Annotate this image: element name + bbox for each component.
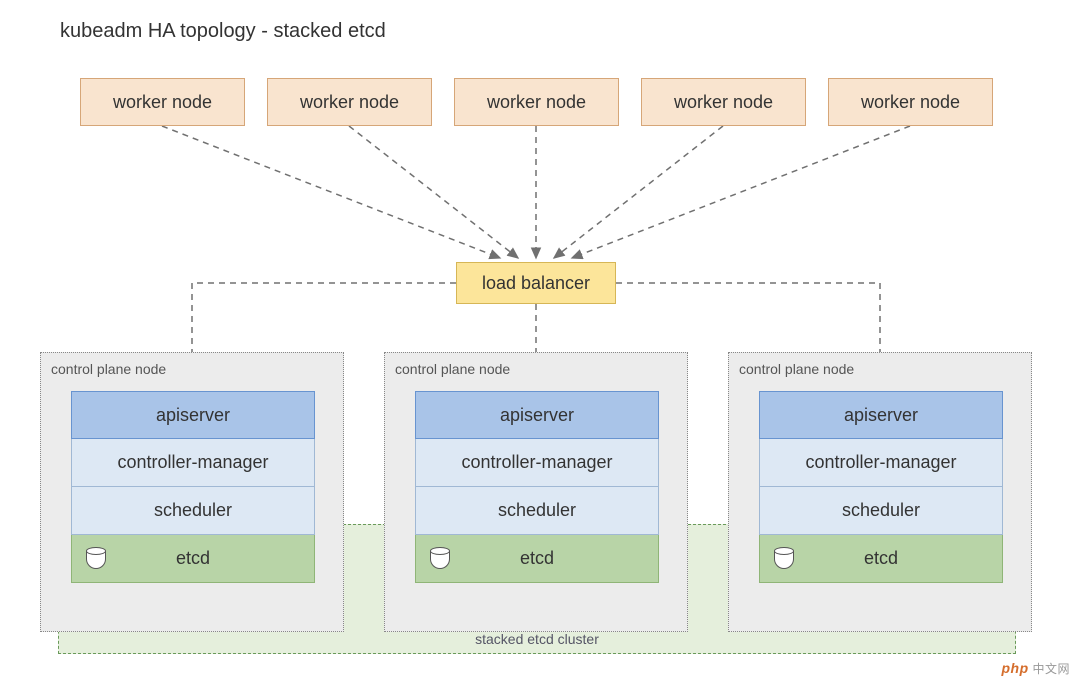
etcd-box: etcd	[71, 535, 315, 583]
worker-node: worker node	[80, 78, 245, 126]
etcd-box: etcd	[759, 535, 1003, 583]
etcd-cluster-label: stacked etcd cluster	[475, 631, 599, 647]
scheduler-box: scheduler	[759, 487, 1003, 535]
apiserver-label: apiserver	[156, 405, 230, 426]
cp-stack: apiserver controller-manager scheduler e…	[759, 391, 1003, 583]
controller-manager-box: controller-manager	[71, 439, 315, 487]
database-icon	[774, 547, 794, 571]
cp-stack: apiserver controller-manager scheduler e…	[415, 391, 659, 583]
worker-label: worker node	[113, 92, 212, 113]
cp-label: control plane node	[395, 361, 510, 377]
worker-label: worker node	[300, 92, 399, 113]
watermark-text: 中文网	[1032, 662, 1070, 676]
etcd-label: etcd	[864, 548, 898, 569]
scheduler-label: scheduler	[154, 500, 232, 521]
apiserver-box: apiserver	[71, 391, 315, 439]
database-icon	[430, 547, 450, 571]
worker-node: worker node	[828, 78, 993, 126]
control-plane-node: control plane node apiserver controller-…	[40, 352, 344, 632]
worker-node: worker node	[454, 78, 619, 126]
cp-label: control plane node	[51, 361, 166, 377]
apiserver-box: apiserver	[759, 391, 1003, 439]
load-balancer: load balancer	[456, 262, 616, 304]
scheduler-box: scheduler	[415, 487, 659, 535]
worker-node: worker node	[641, 78, 806, 126]
etcd-box: etcd	[415, 535, 659, 583]
apiserver-box: apiserver	[415, 391, 659, 439]
controller-manager-box: controller-manager	[415, 439, 659, 487]
controller-manager-box: controller-manager	[759, 439, 1003, 487]
control-plane-node: control plane node apiserver controller-…	[384, 352, 688, 632]
worker-label: worker node	[487, 92, 586, 113]
cp-stack: apiserver controller-manager scheduler e…	[71, 391, 315, 583]
controller-manager-label: controller-manager	[461, 452, 612, 473]
cp-label: control plane node	[739, 361, 854, 377]
etcd-label: etcd	[176, 548, 210, 569]
worker-label: worker node	[861, 92, 960, 113]
scheduler-box: scheduler	[71, 487, 315, 535]
controller-manager-label: controller-manager	[117, 452, 268, 473]
watermark-brand: php	[1001, 660, 1028, 676]
apiserver-label: apiserver	[844, 405, 918, 426]
scheduler-label: scheduler	[842, 500, 920, 521]
watermark: php 中文网	[1001, 660, 1070, 677]
worker-label: worker node	[674, 92, 773, 113]
database-icon	[86, 547, 106, 571]
diagram-title: kubeadm HA topology - stacked etcd	[60, 20, 386, 43]
worker-node: worker node	[267, 78, 432, 126]
apiserver-label: apiserver	[500, 405, 574, 426]
etcd-label: etcd	[520, 548, 554, 569]
scheduler-label: scheduler	[498, 500, 576, 521]
controller-manager-label: controller-manager	[805, 452, 956, 473]
lb-label: load balancer	[482, 273, 590, 294]
control-plane-node: control plane node apiserver controller-…	[728, 352, 1032, 632]
